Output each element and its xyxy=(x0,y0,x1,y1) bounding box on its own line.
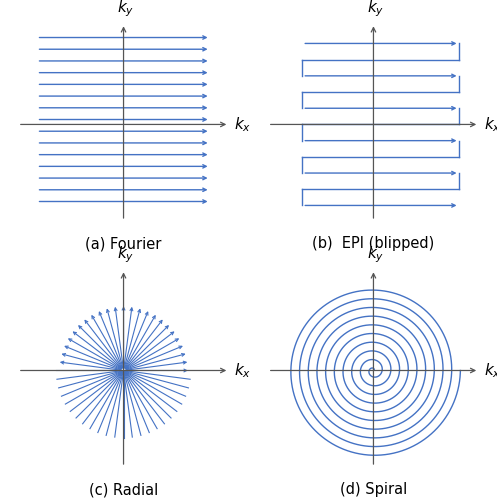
Text: (c) Radial: (c) Radial xyxy=(89,482,158,497)
Text: $k_x$: $k_x$ xyxy=(484,361,497,380)
Text: (a) Fourier: (a) Fourier xyxy=(85,236,162,251)
Text: (d) Spiral: (d) Spiral xyxy=(340,482,407,497)
Text: $k_x$: $k_x$ xyxy=(234,115,251,134)
Text: $k_y$: $k_y$ xyxy=(367,245,384,266)
Text: $k_y$: $k_y$ xyxy=(117,245,134,266)
Text: $k_y$: $k_y$ xyxy=(117,0,134,20)
Text: $k_x$: $k_x$ xyxy=(484,115,497,134)
Text: (b)  EPI (blipped): (b) EPI (blipped) xyxy=(312,236,434,251)
Text: $k_y$: $k_y$ xyxy=(367,0,384,20)
Text: $k_x$: $k_x$ xyxy=(234,361,251,380)
